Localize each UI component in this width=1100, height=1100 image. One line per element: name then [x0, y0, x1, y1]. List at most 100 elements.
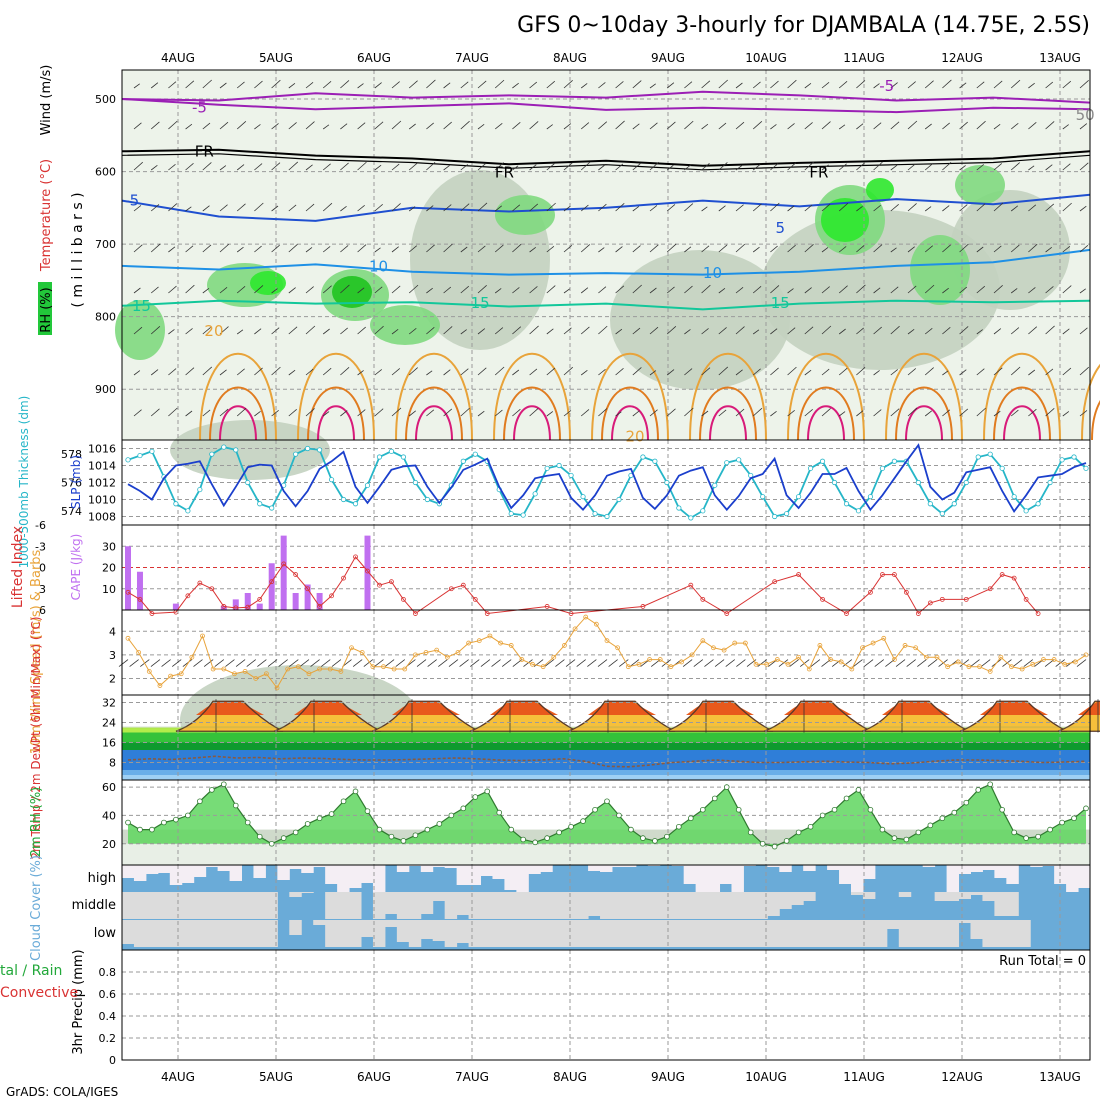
wind-barb — [150, 121, 160, 130]
wind-barb — [924, 410, 933, 417]
cloud-cell — [301, 892, 314, 893]
wind-barb — [770, 124, 777, 130]
cloud-cell — [133, 892, 147, 919]
ylabel-temperature: Temperature (°C) — [39, 159, 54, 272]
wind-point — [178, 671, 184, 677]
wind-barb — [322, 411, 330, 417]
wind-barb — [770, 410, 777, 417]
wind-point — [689, 652, 695, 658]
thickness-point — [340, 496, 347, 503]
wind-barb — [718, 287, 726, 294]
thickness-point — [293, 451, 299, 457]
cloud-cell — [325, 920, 338, 947]
sfc-wind-barb — [427, 659, 437, 667]
wind-point — [647, 657, 652, 662]
cloud-cell — [635, 892, 649, 919]
cloud-cell — [946, 920, 960, 947]
contour-label: -5 — [879, 77, 894, 95]
cloud-cell — [361, 865, 374, 883]
wind-barb — [701, 206, 708, 212]
contour-25 — [601, 386, 659, 441]
cloud-cell — [994, 865, 1007, 878]
sfc-wind-barb — [150, 659, 161, 667]
contour-20 — [1081, 363, 1100, 441]
wind-barb — [460, 407, 470, 417]
wind-barb — [185, 123, 193, 130]
cloud-cell — [994, 892, 1007, 916]
wind-point — [721, 647, 727, 653]
wind-barb — [821, 368, 830, 376]
contour-25 — [405, 386, 463, 441]
wind-barb — [735, 369, 743, 376]
temp-hump — [666, 701, 773, 732]
sfc-wind-barb — [363, 659, 374, 667]
cloud-cell — [623, 892, 637, 919]
sfc-wind-barb — [235, 659, 246, 667]
sfc-wind-barb — [863, 659, 874, 667]
wind-barb — [649, 161, 660, 171]
cloud-cell — [910, 920, 924, 947]
wind-barb — [615, 368, 624, 376]
wind-point — [370, 664, 376, 670]
wind-barb — [408, 245, 418, 253]
date-label-bottom: 11AUG — [843, 1070, 885, 1084]
cloud-cell — [193, 920, 207, 947]
sfc-wind-barb — [384, 659, 395, 667]
contour-20 — [689, 352, 767, 441]
cloud-cell — [707, 865, 721, 892]
wind-barb — [1062, 80, 1072, 89]
li-point — [460, 582, 466, 588]
cloud-cell — [946, 892, 960, 901]
wind-barb — [976, 285, 986, 294]
cloud-cell — [205, 865, 219, 867]
wind-barb — [666, 121, 676, 130]
sfc-wind-barb — [842, 659, 853, 667]
sfc-wind-barb — [895, 659, 906, 667]
cloud-cell — [253, 892, 266, 919]
wind-barb — [288, 82, 296, 89]
wind-tick-label: 3 — [109, 649, 116, 662]
wind-point — [711, 645, 716, 651]
thick-tick-label: 574 — [61, 505, 82, 518]
rh-point — [280, 835, 287, 841]
legend-convective: Convective — [0, 985, 78, 1001]
wind-barb — [340, 367, 350, 376]
thickness-point — [640, 454, 646, 460]
date-label-top: 9AUG — [651, 51, 685, 65]
upper-tick-label: 900 — [95, 383, 116, 396]
cloud-cell — [850, 865, 864, 892]
thickness-point — [688, 515, 694, 521]
wind-barb — [959, 326, 969, 335]
wind-barb — [374, 247, 381, 253]
wind-point — [1062, 661, 1068, 667]
wind-barb — [202, 122, 211, 130]
cloud-cell — [349, 920, 362, 947]
cloud-cell — [384, 892, 398, 914]
wind-barb — [529, 121, 539, 130]
wind-barb — [924, 245, 934, 253]
wind-point — [923, 654, 929, 660]
wind-barb — [1045, 203, 1055, 212]
wind-barb — [942, 409, 951, 417]
thickness-point — [1071, 454, 1077, 460]
wind-barb — [512, 326, 522, 335]
wind-barb — [752, 121, 763, 130]
wind-barb — [735, 243, 746, 253]
thickness-point — [843, 501, 850, 507]
wind-barb — [959, 121, 968, 130]
wind-barb — [168, 329, 175, 335]
rh-point — [1047, 826, 1053, 833]
wind-barb — [821, 81, 830, 89]
contour-30 — [219, 405, 257, 441]
temp-tick-label: 8 — [109, 757, 116, 770]
thickness-point — [760, 494, 766, 500]
cloud-cell — [695, 865, 709, 892]
li-point — [149, 611, 155, 616]
cloud-cell — [169, 892, 183, 919]
temp-hump — [568, 701, 675, 732]
wind-barb — [426, 409, 435, 417]
wind-point — [934, 654, 940, 660]
wind-barb — [374, 408, 384, 417]
wind-barb — [512, 82, 519, 89]
